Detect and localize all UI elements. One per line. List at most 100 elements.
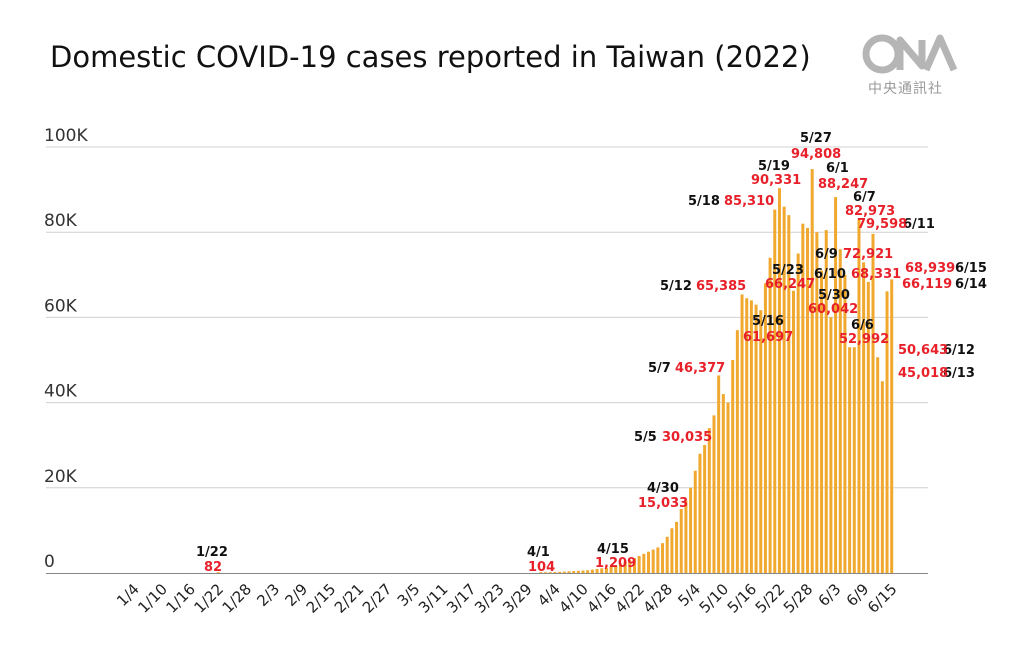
bar <box>558 571 562 573</box>
bar <box>754 304 758 573</box>
bar <box>661 543 665 573</box>
bar <box>866 281 870 573</box>
bar <box>796 253 800 573</box>
annotation-value: 30,035 <box>662 430 712 445</box>
x-tick-label: 4/10 <box>555 580 592 617</box>
annotation-date: 5/7 <box>648 361 671 376</box>
x-tick-label: 3/23 <box>471 580 508 617</box>
x-tick-label: 2/15 <box>303 580 340 617</box>
bar <box>834 197 838 573</box>
bar <box>759 310 763 573</box>
annotation-value: 104 <box>528 560 555 575</box>
bar <box>885 291 889 573</box>
bar <box>717 375 721 573</box>
annotation-date: 5/12 <box>660 279 692 294</box>
y-tick-label: 80K <box>44 211 78 231</box>
bar <box>852 347 856 573</box>
annotation-value: 1,209 <box>595 556 636 571</box>
annotation-value: 52,992 <box>839 332 889 347</box>
x-tick-label: 3/29 <box>499 580 536 617</box>
bar <box>773 209 777 573</box>
bar <box>567 571 571 573</box>
bar <box>665 536 669 573</box>
bar <box>581 570 585 573</box>
bar <box>693 470 697 573</box>
bar <box>576 570 580 573</box>
bar <box>806 227 810 573</box>
bar <box>777 188 781 573</box>
bar <box>684 500 688 573</box>
bar <box>590 569 594 573</box>
annotation-value: 94,808 <box>791 147 841 162</box>
x-tick-label: 1/10 <box>134 580 171 617</box>
annotation-value: 88,247 <box>818 177 868 192</box>
x-tick-label: 4/16 <box>583 580 620 617</box>
bar <box>572 571 576 573</box>
y-tick-label: 60K <box>44 296 78 316</box>
x-tick-label: 5/16 <box>724 580 761 617</box>
bar <box>628 560 632 573</box>
annotation-date: 1/22 <box>196 545 228 560</box>
x-tick-label: 4/22 <box>611 580 648 617</box>
annotation-value: 66,119 <box>902 277 952 292</box>
annotation-date: 5/27 <box>800 131 832 146</box>
annotation-value: 15,033 <box>638 496 688 511</box>
bar <box>848 347 852 573</box>
annotation-date: 5/16 <box>752 314 784 329</box>
bar <box>768 257 772 573</box>
bar <box>586 570 590 573</box>
y-tick-label: 0 <box>44 552 55 572</box>
annotation-date: 4/1 <box>527 545 550 560</box>
annotation-value: 68,331 <box>851 267 901 282</box>
bar <box>787 215 791 573</box>
x-tick-label: 1/22 <box>190 580 227 617</box>
bar <box>637 555 641 573</box>
bar <box>553 572 557 573</box>
cna-logo-icon <box>862 34 958 74</box>
bar <box>763 283 767 573</box>
annotation-value: 82,973 <box>845 204 895 219</box>
annotation-date: 6/7 <box>853 190 876 205</box>
x-tick-label: 5/28 <box>780 580 817 617</box>
x-tick-label: 2/3 <box>253 580 283 610</box>
annotation-date: 4/15 <box>597 542 629 557</box>
annotation-value: 46,377 <box>675 361 725 376</box>
annotation-value: 61,697 <box>743 330 793 345</box>
bar <box>679 508 683 573</box>
grid-lines <box>46 146 928 574</box>
x-tick-label: 6/3 <box>815 580 845 610</box>
bar <box>670 528 674 573</box>
bar <box>614 565 618 573</box>
annotation-value: 66,247 <box>765 277 815 292</box>
bar <box>703 445 707 573</box>
annotation-date: 5/19 <box>758 159 790 174</box>
bar <box>857 219 861 574</box>
x-tick-label: 5/22 <box>752 580 789 617</box>
bar <box>544 572 548 573</box>
bars <box>216 169 894 574</box>
bar <box>548 572 552 573</box>
annotation-value: 68,939 <box>905 261 955 276</box>
annotation-value: 90,331 <box>751 173 801 188</box>
x-tick-label: 2/21 <box>331 580 368 617</box>
bar <box>829 317 833 573</box>
bar <box>642 553 646 573</box>
annotation-value: 72,921 <box>843 247 893 262</box>
bar <box>838 249 842 574</box>
annotation-value: 79,598 <box>857 217 907 232</box>
bar <box>609 566 613 573</box>
bar <box>562 571 566 573</box>
annotation-date: 6/12 <box>943 343 975 358</box>
annotation-date: 5/5 <box>634 430 657 445</box>
bar <box>820 270 824 573</box>
bar <box>862 262 866 573</box>
bar <box>707 428 711 573</box>
annotation-date: 5/18 <box>688 194 720 209</box>
bar <box>740 294 744 573</box>
annotation-date: 6/6 <box>851 318 874 333</box>
annotation-value: 50,643 <box>898 343 948 358</box>
annotation-date: 6/1 <box>826 161 849 176</box>
bar <box>880 381 884 573</box>
